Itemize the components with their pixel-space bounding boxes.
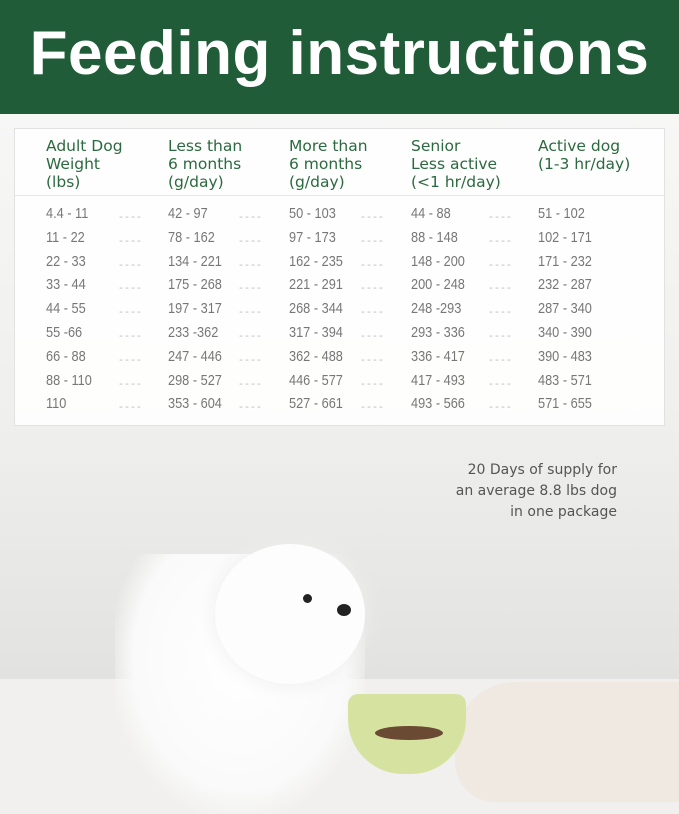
- dotted-separator: ----: [361, 329, 385, 342]
- dog-eye: [303, 594, 312, 603]
- table-cell: 88 - 110: [46, 371, 92, 389]
- page-title: Feeding instructions: [29, 19, 650, 88]
- table-cell: 221 - 291: [289, 276, 343, 294]
- dotted-separator: ----: [239, 329, 263, 342]
- dotted-separator: ----: [489, 257, 513, 271]
- dotted-separator: ----: [361, 305, 385, 319]
- supply-note-line: in one package: [510, 504, 617, 520]
- table-cell: 102 - 171: [538, 228, 592, 246]
- dotted-separator: ----: [361, 257, 385, 271]
- table-cell: 317 - 394: [289, 324, 343, 341]
- table-cell: 66 - 88: [46, 347, 86, 365]
- dotted-separator: ----: [119, 257, 143, 271]
- dotted-separator: ----: [239, 233, 263, 247]
- dotted-separator: ----: [119, 233, 143, 247]
- header-divider: [15, 195, 664, 196]
- table-cell: 293 - 336: [411, 324, 465, 341]
- dotted-separator: ----: [239, 352, 263, 366]
- table-cell: 233 -362: [168, 324, 219, 341]
- table-cell: 88 - 148: [411, 228, 458, 246]
- column-header: More than 6 months (g/day): [289, 137, 368, 191]
- dotted-separator: ----: [119, 376, 143, 390]
- table-cell: 336 - 417: [411, 347, 465, 365]
- dotted-separator: ----: [361, 352, 385, 366]
- supply-note-line: an average 8.8 lbs dog: [455, 483, 617, 499]
- table-cell: 247 - 446: [168, 347, 222, 365]
- column-header: Adult Dog Weight (lbs): [46, 137, 123, 191]
- feeding-table: Adult Dog Weight (lbs) Less than 6 months…: [14, 128, 665, 426]
- column-header: Active dog (1-3 hr/day): [538, 137, 631, 173]
- table-cell: 4.4 - 11: [46, 205, 89, 222]
- dotted-separator: ----: [489, 376, 513, 390]
- table-cell: 171 - 232: [538, 252, 592, 270]
- table-cell: 571 - 655: [538, 395, 592, 413]
- dotted-separator: ----: [489, 305, 513, 319]
- dotted-separator: ----: [239, 210, 263, 223]
- person-arm-image: [455, 682, 679, 802]
- header-banner: Feeding instructions: [0, 0, 679, 114]
- dotted-separator: ----: [489, 329, 513, 342]
- dotted-separator: ----: [239, 257, 263, 271]
- table-cell: 527 - 661: [289, 395, 343, 413]
- table-cell: 248 -293: [411, 300, 462, 318]
- column-header: Less than 6 months (g/day): [168, 137, 243, 191]
- dotted-separator: ----: [119, 352, 143, 366]
- dotted-separator: ----: [489, 210, 513, 223]
- dotted-separator: ----: [239, 305, 263, 319]
- dotted-separator: ----: [361, 210, 385, 223]
- table-cell: 353 - 604: [168, 395, 222, 413]
- dotted-separator: ----: [119, 210, 143, 223]
- dotted-separator: ----: [361, 233, 385, 247]
- table-cell: 200 - 248: [411, 276, 465, 294]
- table-cell: 162 - 235: [289, 252, 343, 270]
- dotted-separator: ----: [239, 400, 263, 414]
- dotted-separator: ----: [119, 305, 143, 319]
- table-cell: 298 - 527: [168, 371, 222, 389]
- table-cell: 44 - 55: [46, 300, 86, 318]
- dog-head-image: [215, 544, 365, 684]
- supply-note-line: 20 Days of supply for: [467, 462, 617, 478]
- table-cell: 390 - 483: [538, 347, 592, 365]
- table-cell: 110: [46, 395, 67, 413]
- table-cell: 340 - 390: [538, 324, 592, 341]
- column-header: Senior Less active (<1 hr/day): [411, 137, 501, 191]
- table-cell: 55 -66: [46, 324, 83, 341]
- table-cell: 148 - 200: [411, 252, 465, 270]
- table-cell: 33 - 44: [46, 276, 86, 294]
- table-cell: 78 - 162: [168, 228, 215, 246]
- dotted-separator: ----: [361, 376, 385, 390]
- dotted-separator: ----: [239, 281, 263, 295]
- table-cell: 446 - 577: [289, 371, 343, 389]
- dotted-separator: ----: [489, 233, 513, 247]
- table-cell: 362 - 488: [289, 347, 343, 365]
- table-cell: 175 - 268: [168, 276, 222, 294]
- dotted-separator: ----: [489, 352, 513, 366]
- supply-note: 20 Days of supply for an average 8.8 lbs…: [456, 460, 617, 523]
- table-cell: 22 - 33: [46, 252, 86, 270]
- table-cell: 417 - 493: [411, 371, 465, 389]
- table-cell: 50 - 103: [289, 205, 336, 222]
- table-cell: 197 - 317: [168, 300, 222, 318]
- table-cell: 51 - 102: [538, 205, 585, 222]
- table-cell: 287 - 340: [538, 300, 592, 318]
- dotted-separator: ----: [119, 281, 143, 295]
- dotted-separator: ----: [489, 400, 513, 414]
- table-cell: 11 - 22: [46, 228, 85, 246]
- table-cell: 134 - 221: [168, 252, 222, 270]
- dotted-separator: ----: [361, 400, 385, 414]
- table-cell: 232 - 287: [538, 276, 592, 294]
- table-cell: 97 - 173: [289, 228, 336, 246]
- table-cell: 44 - 88: [411, 205, 451, 222]
- table-cell: 493 - 566: [411, 395, 465, 413]
- table-cell: 483 - 571: [538, 371, 592, 389]
- dotted-separator: ----: [489, 281, 513, 295]
- dog-nose: [337, 604, 351, 616]
- dotted-separator: ----: [239, 376, 263, 390]
- table-cell: 268 - 344: [289, 300, 343, 318]
- dog-food-image: [375, 726, 443, 740]
- dotted-separator: ----: [119, 329, 143, 342]
- table-cell: 42 - 97: [168, 205, 208, 222]
- dotted-separator: ----: [119, 400, 143, 414]
- dotted-separator: ----: [361, 281, 385, 295]
